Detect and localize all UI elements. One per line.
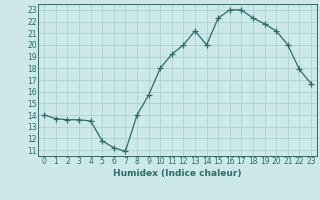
X-axis label: Humidex (Indice chaleur): Humidex (Indice chaleur) [113,169,242,178]
